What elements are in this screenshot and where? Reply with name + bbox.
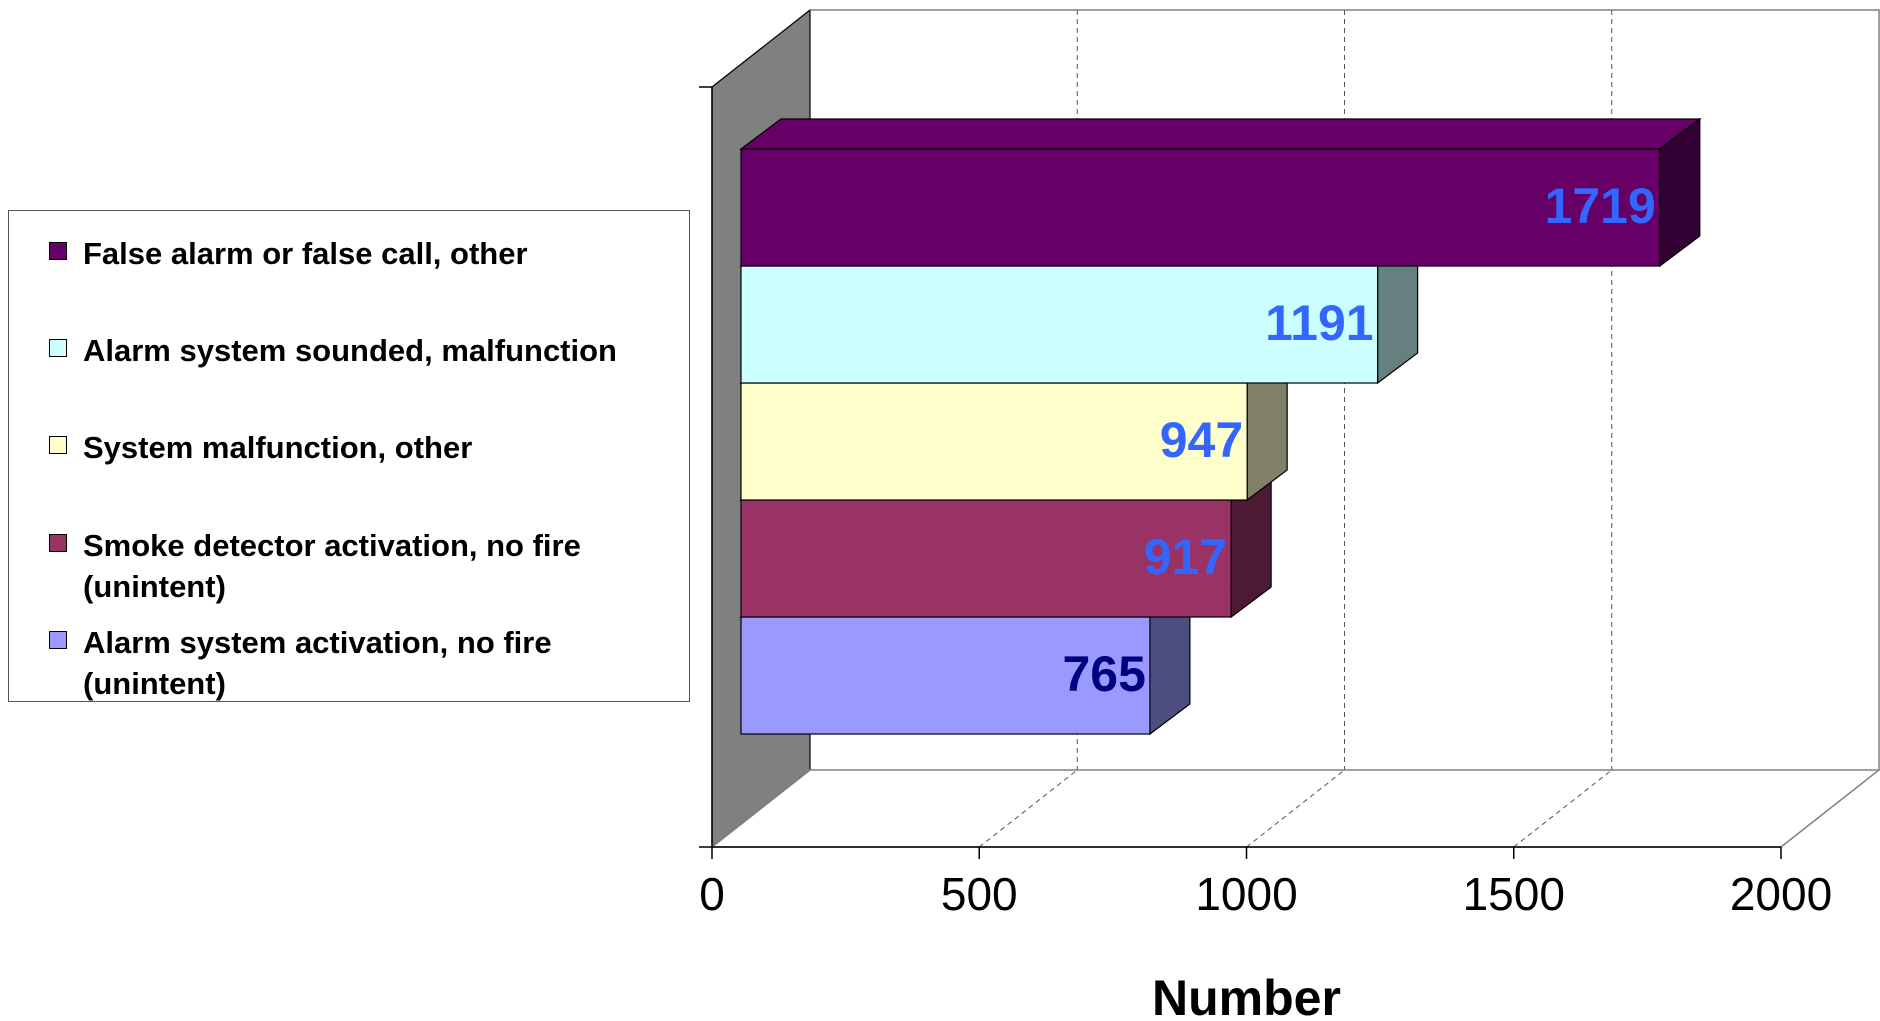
bar [740,382,1248,501]
gridline-floor [978,769,1078,848]
bar [740,265,1379,384]
legend-swatch [49,242,67,260]
legend-swatch [49,436,67,454]
x-tick-label: 2000 [1730,868,1832,920]
gridline-floor [1246,769,1345,848]
x-tick-label: 0 [699,868,725,920]
legend-label: Alarm system activation, no fire (uninte… [83,625,552,701]
x-axis-title: Number [1152,970,1341,1021]
bar [740,499,1232,618]
bar [740,616,1151,735]
data-label: 917 [1144,529,1227,585]
legend-label: System malfunction, other [83,430,473,465]
x-tick-label: 1500 [1463,868,1565,920]
gridline-floor [1513,769,1613,848]
legend-swatch [49,339,67,357]
x-tick-label: 1000 [1195,868,1297,920]
bar-top [739,118,1702,150]
data-label: 765 [1062,646,1145,702]
x-tick-label: 500 [941,868,1018,920]
bar [740,148,1661,267]
legend: False alarm or false call, other Alarm s… [8,210,690,702]
legend-label: Alarm system sounded, malfunction [83,333,617,368]
data-label: 947 [1160,412,1243,468]
floor [709,769,1880,848]
back-wall [810,9,1880,770]
legend-swatch [49,534,67,552]
legend-label: False alarm or false call, other [83,236,528,271]
legend-swatch [49,631,67,649]
legend-label: Smoke detector activation, no fire (unin… [83,528,581,604]
data-label: 1191 [1265,295,1373,351]
data-label: 1719 [1545,178,1656,234]
